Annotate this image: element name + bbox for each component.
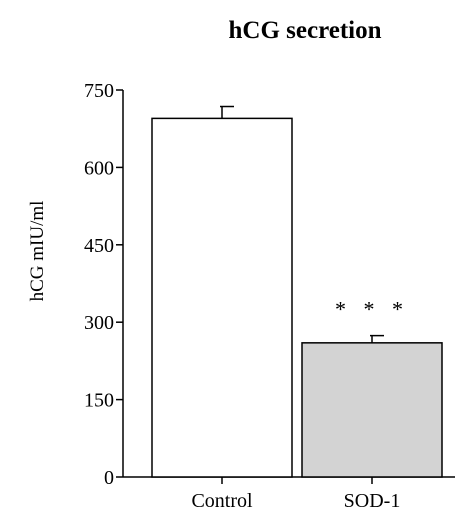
chart-title: hCG secretion xyxy=(229,17,382,44)
y-tick-label: 600 xyxy=(84,157,114,179)
bars xyxy=(151,105,443,478)
y-tick-label: 750 xyxy=(84,80,114,102)
y-tick-label: 450 xyxy=(84,235,114,257)
y-tick-label: 150 xyxy=(84,390,114,412)
y-tick-label: 300 xyxy=(84,312,114,334)
significance-label: * * * xyxy=(335,297,409,322)
bar-sod-1 xyxy=(301,342,443,478)
labels: 0 150 300 450 600 750 Control SOD-1 * * * xyxy=(84,80,409,512)
x-tick-label: Control xyxy=(191,490,253,512)
x-tick-label: SOD-1 xyxy=(344,490,401,512)
y-tick-label: 0 xyxy=(104,467,114,489)
bar-control xyxy=(151,117,293,478)
y-axis-title: hCG mIU/ml xyxy=(27,201,48,302)
